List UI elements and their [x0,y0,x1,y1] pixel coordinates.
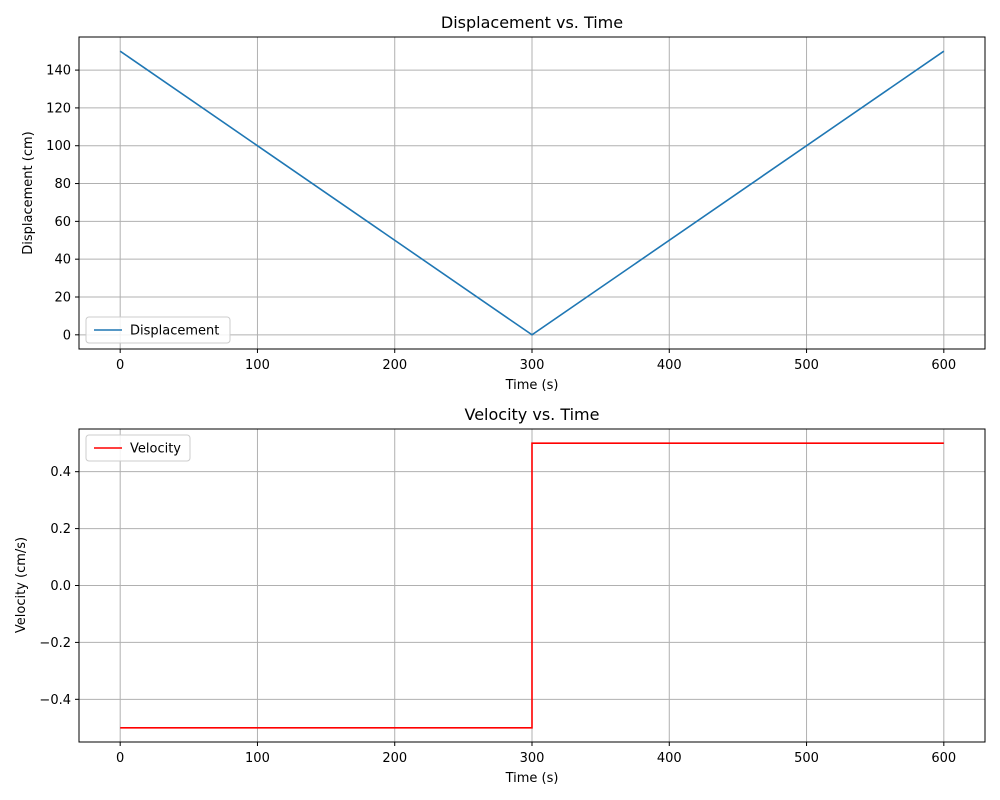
displacement-y-tick-label: 140 [46,64,71,79]
velocity-x-tick-label: 300 [520,751,545,766]
displacement-x-tick-label: 100 [245,358,270,373]
velocity-y-axis-label: Velocity (cm/s) [14,537,29,633]
velocity-ticks: 0 100 200 300 400 500 600 −0.4 −0.2 0.0 0.2 0.4 [39,465,956,766]
velocity-legend-label: Velocity [130,442,181,457]
displacement-x-tick-label: 0 [116,358,124,373]
displacement-y-tick-label: 20 [54,291,71,306]
displacement-y-axis-label: Displacement (cm) [21,131,36,254]
velocity-legend-box [85,434,191,462]
displacement-y-tick-label: 80 [54,177,71,192]
displacement-legend-label: Displacement [130,324,219,339]
displacement-legend-box [85,316,231,344]
velocity-y-tick-label: 0.4 [50,465,71,480]
displacement-legend: Displacement [85,316,231,344]
velocity-x-tick-label: 400 [657,751,682,766]
displacement-panel: Displacement vs. Time Time (s) Displacem… [21,13,986,393]
velocity-panel: Velocity vs. Time Time (s) Velocity (cm/… [14,405,986,786]
velocity-legend: Velocity [85,434,191,462]
displacement-x-tick-label: 600 [931,358,956,373]
displacement-x-tick-label: 300 [520,358,545,373]
displacement-y-tick-label: 120 [46,101,71,116]
displacement-y-tick-label: 40 [54,253,71,268]
velocity-title: Velocity vs. Time [465,405,600,424]
displacement-data [119,50,945,336]
displacement-x-axis-label: Time (s) [505,378,559,393]
velocity-x-tick-label: 100 [245,751,270,766]
velocity-y-tick-label: −0.4 [39,693,71,708]
velocity-y-tick-label: −0.2 [39,636,71,651]
velocity-series-line [120,442,944,729]
displacement-x-tick-label: 200 [382,358,407,373]
displacement-y-tick-label: 60 [54,215,71,230]
velocity-x-tick-label: 200 [382,751,407,766]
velocity-data [120,442,944,729]
displacement-x-tick-label: 500 [794,358,819,373]
velocity-x-tick-label: 600 [931,751,956,766]
displacement-title: Displacement vs. Time [441,13,623,32]
displacement-series-line [119,50,945,336]
displacement-ticks: 0 100 200 300 400 500 600 0 20 40 60 80 100 120 140 [46,64,956,373]
velocity-x-tick-label: 0 [116,751,124,766]
displacement-y-tick-label: 100 [46,139,71,154]
displacement-x-tick-label: 400 [657,358,682,373]
velocity-y-tick-label: 0.0 [50,579,71,594]
velocity-x-tick-label: 500 [794,751,819,766]
velocity-x-axis-label: Time (s) [505,771,559,786]
displacement-y-tick-label: 0 [63,328,71,343]
velocity-y-tick-label: 0.2 [50,522,71,537]
